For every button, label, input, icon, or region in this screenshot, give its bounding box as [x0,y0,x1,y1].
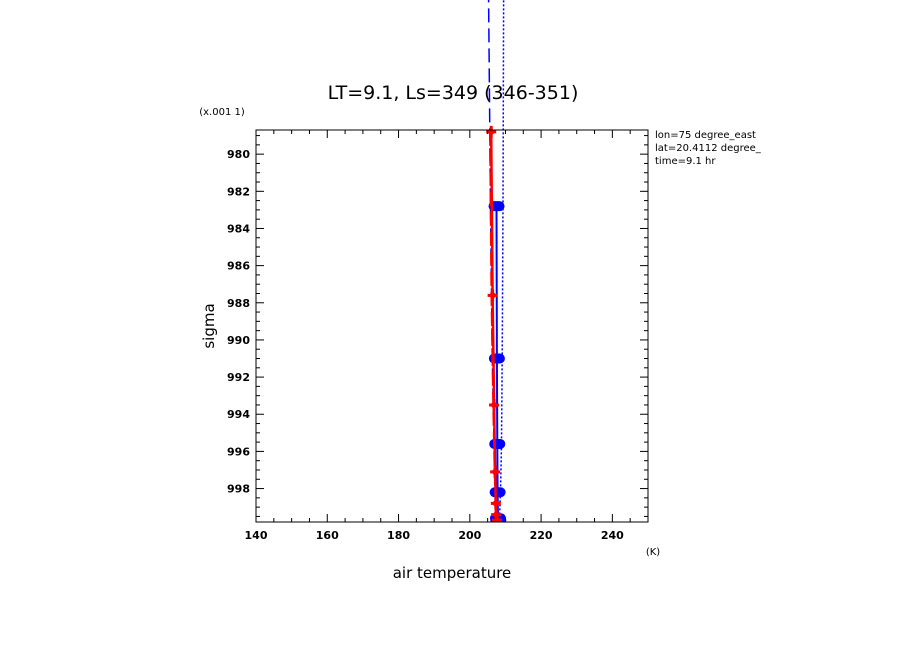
data-point-blue [489,438,506,449]
x-tick-label: 140 [245,529,268,542]
series-line-red-long-dash [489,131,498,521]
annotation-lon: lon=75 degree_east [655,130,756,141]
y-tick-label: 994 [227,408,250,421]
annotation-lat: lat=20.4112 degree_ [655,143,762,154]
x-unit-label: (K) [646,547,660,558]
y-scale-note: (x.001 1) [199,107,245,118]
x-tick-label: 180 [387,529,410,542]
data-point-red [491,401,498,408]
y-tick-label: 996 [227,445,250,458]
y-tick-label: 980 [227,148,250,161]
series-line-blue-dotted [498,0,505,521]
y-tick-label: 998 [227,483,250,496]
y-tick-label: 992 [227,371,250,384]
axes-layer: 140 160 180 200 220 240 980 982 984 986 988 990 992 9… [227,129,649,542]
x-axis-label: air temperature [393,564,512,582]
x-tick-label: 240 [601,529,624,542]
data-point-red [492,468,499,475]
y-tick-label: 984 [227,222,250,235]
series-layer [486,0,507,522]
y-tick-label: 988 [227,297,250,310]
y-tick-label: 982 [227,185,250,198]
data-point-blue [489,487,506,498]
annotation-time: time=9.1 hr [655,156,716,167]
y-tick-label: 986 [227,260,250,273]
y-tick-label: 990 [227,334,250,347]
chart-title: LT=9.1, Ls=349 (346-351) [328,82,579,104]
y-axis-label: sigma [200,303,218,348]
x-tick-label: 200 [458,529,481,542]
annotation-block: lon=75 degree_east lat=20.4112 degree_ t… [655,130,762,167]
plot-frame [255,129,649,523]
x-tick-label: 160 [316,529,339,542]
x-tick-label: 220 [530,529,553,542]
